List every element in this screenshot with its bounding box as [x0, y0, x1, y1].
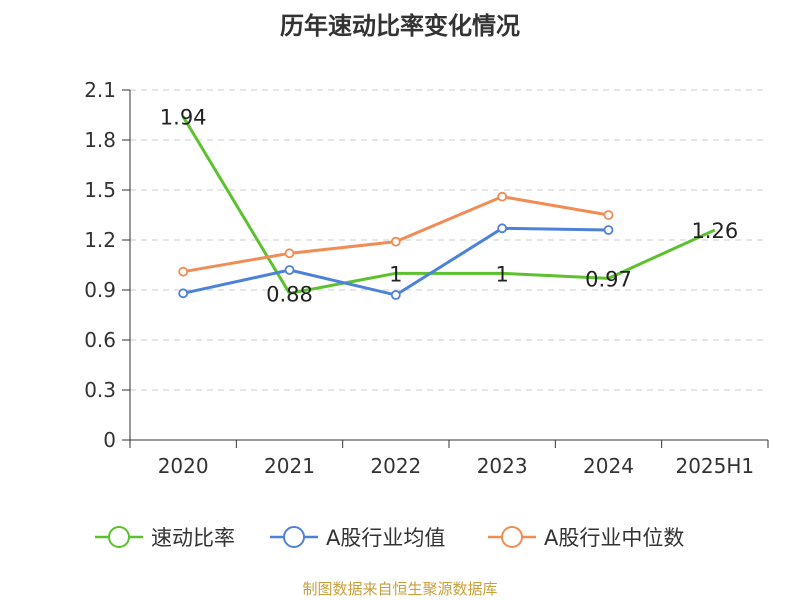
series-line-0: [181, 115, 716, 295]
chart-title: 历年速动比率变化情况: [280, 12, 520, 40]
data-label: 1.26: [691, 219, 738, 243]
series-point-2: [284, 248, 295, 259]
legend-label: 速动比率: [151, 526, 235, 550]
y-tick-label: 1.8: [84, 128, 116, 152]
y-tick-labels: 0 0.3 0.6 0.9 1.2 1.5 1.8 2.1: [84, 78, 116, 452]
y-tick-label: 0.3: [84, 378, 116, 402]
legend-item: 速动比率: [95, 526, 235, 550]
legend: 速动比率 A股行业均值 A股行业中位数: [95, 526, 684, 550]
y-tick-label: 0.9: [84, 278, 116, 302]
data-label: 1: [495, 262, 508, 286]
y-tick-label: 1.5: [84, 178, 116, 202]
data-labels: 1.94 0.88 1 1 0.97 1.26: [160, 106, 738, 307]
data-label: 0.88: [266, 282, 313, 306]
series-group: [178, 115, 716, 300]
data-label: 1: [389, 262, 402, 286]
series-point-1: [284, 265, 295, 275]
y-tick-label: 1.2: [84, 228, 116, 252]
source-note: 制图数据来自恒生聚源数据库: [302, 580, 498, 598]
x-tick-label: 2023: [477, 454, 528, 478]
legend-item: A股行业均值: [270, 526, 445, 550]
y-tick-label: 0: [103, 428, 116, 452]
series-point-1: [390, 290, 401, 300]
x-tick-label: 2025H1: [675, 454, 754, 478]
series-point-1: [603, 225, 614, 235]
series-point-1: [497, 223, 508, 234]
series-point-2: [603, 210, 614, 220]
series-point-2: [178, 266, 189, 277]
x-tick-label: 2020: [158, 454, 209, 478]
legend-marker: [108, 526, 130, 548]
axes: [122, 89, 769, 448]
legend-marker: [501, 526, 523, 548]
legend-marker: [283, 526, 305, 548]
series-line-2: [182, 195, 609, 274]
series-point-2: [497, 191, 508, 202]
y-tick-label: 2.1: [84, 78, 116, 102]
grid-lines: [130, 89, 768, 391]
x-tick-label: 2022: [370, 454, 421, 478]
x-tick-label: 2024: [583, 454, 634, 478]
x-tick-labels: 2020 2021 2022 2023 2024 2025H1: [158, 454, 754, 478]
data-label: 0.97: [585, 267, 632, 291]
y-tick-label: 0.6: [84, 328, 116, 352]
series-point-2: [390, 236, 401, 247]
legend-label: A股行业中位数: [544, 526, 684, 550]
data-label: 1.94: [160, 106, 207, 130]
legend-label: A股行业均值: [326, 526, 445, 550]
series-point-1: [178, 288, 189, 299]
x-tick-label: 2021: [264, 454, 315, 478]
legend-item: A股行业中位数: [488, 526, 684, 550]
